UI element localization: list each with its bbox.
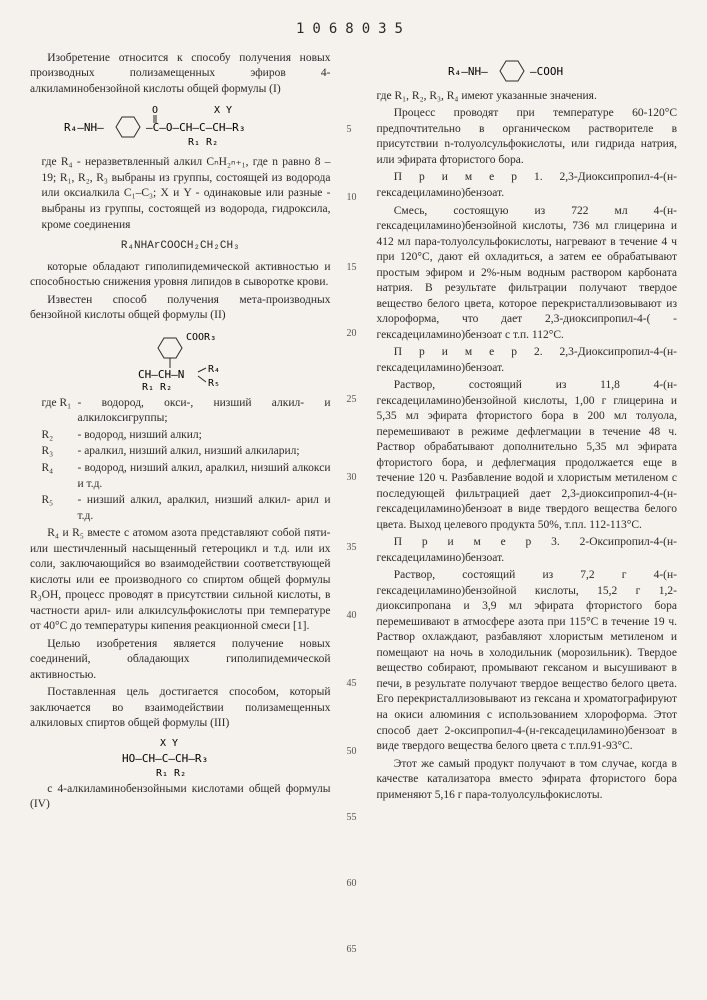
svg-text:R₄–NH–: R₄–NH– bbox=[64, 121, 104, 134]
line-number: 65 bbox=[347, 943, 357, 957]
def-val: - водород, низший алкил, аралкил, низший… bbox=[78, 461, 331, 492]
def-row: R₄- водород, низший алкил, аралкил, низш… bbox=[42, 461, 331, 492]
formula-3-structure: X Y HO–CH–C–CH–R₃ R₁ R₂ bbox=[100, 736, 260, 778]
svg-text:COOR₃: COOR₃ bbox=[186, 332, 216, 343]
paragraph-4: R₄ и R₅ вместе с атомом азота представля… bbox=[30, 526, 331, 635]
svg-text:R₅: R₅ bbox=[208, 378, 220, 389]
line-number: 15 bbox=[347, 261, 357, 275]
svg-text:O: O bbox=[152, 105, 158, 116]
def-key: R₃ bbox=[42, 444, 78, 460]
line-number: 5 bbox=[347, 123, 352, 137]
line-number: 45 bbox=[347, 677, 357, 691]
example-3-addendum: Этот же самый продукт получают в том слу… bbox=[377, 757, 678, 804]
svg-text:–COOH: –COOH bbox=[530, 65, 563, 78]
formula-1-structure: R₄–NH– –C–O–CH–C–CH–R₃ O X Y R₁ R₂ bbox=[60, 101, 300, 151]
def-key: R₂ bbox=[42, 428, 78, 444]
line-number: 10 bbox=[347, 191, 357, 205]
inline-formula: R₄NHArCOOCH₂CH₂CH₃ bbox=[30, 239, 331, 254]
example-3-body: Раствор, состоящий из 7,2 г 4-(н-гексаде… bbox=[377, 568, 678, 754]
intro-paragraph: Изобретение относится к способу получени… bbox=[30, 51, 331, 98]
svg-text:R₄: R₄ bbox=[208, 364, 220, 375]
line-number: 30 bbox=[347, 471, 357, 485]
def-row: R₃- аралкил, низший алкил, низший алкила… bbox=[42, 444, 331, 460]
right-para-1: Процесс проводят при температуре 60-120°… bbox=[377, 106, 678, 168]
line-number: 25 bbox=[347, 393, 357, 407]
line-number: 35 bbox=[347, 541, 357, 555]
line-number: 40 bbox=[347, 609, 357, 623]
right-column: R₄–NH– –COOH где R₁, R₂, R₃, R₄ имеют ук… bbox=[377, 51, 678, 815]
def-row: R₂- водород, низший алкил; bbox=[42, 428, 331, 444]
svg-text:R₁ R₂: R₁ R₂ bbox=[156, 768, 186, 778]
def-val: - водород, окси-, низший алкил- и алкило… bbox=[78, 396, 331, 427]
paragraph-5: Целью изобретения является получение нов… bbox=[30, 637, 331, 684]
svg-text:R₄–NH–: R₄–NH– bbox=[448, 65, 488, 78]
line-number: 55 bbox=[347, 811, 357, 825]
line-number-gutter: 5 10 15 20 25 30 35 40 45 50 55 60 65 bbox=[347, 51, 361, 815]
def-key: R₄ bbox=[42, 461, 78, 492]
paragraph-7: с 4-алкиламинобензойными кислотами общей… bbox=[30, 782, 331, 813]
def-key: R₅ bbox=[42, 493, 78, 524]
svg-text:HO–CH–C–CH–R₃: HO–CH–C–CH–R₃ bbox=[122, 752, 208, 765]
svg-text:R₁ R₂: R₁ R₂ bbox=[142, 382, 172, 392]
def-key: где R₁ bbox=[42, 396, 78, 427]
two-column-layout: Изобретение относится к способу получени… bbox=[30, 51, 677, 815]
svg-text:CH–CH–N: CH–CH–N bbox=[138, 368, 184, 381]
example-1-body: Смесь, состоящую из 722 мл 4-(н-гексадец… bbox=[377, 204, 678, 344]
example-3-title: П р и м е р 3. 2-Оксипропил-4-(н-гексаде… bbox=[377, 535, 678, 566]
def-val: - аралкил, низший алкил, низший алкилари… bbox=[78, 444, 331, 460]
svg-text:X Y: X Y bbox=[214, 105, 232, 116]
formula-4-structure: R₄–NH– –COOH bbox=[442, 55, 612, 85]
example-2-title: П р и м е р 2. 2,3-Диоксипропил-4-(н-гек… bbox=[377, 345, 678, 376]
def-val: - водород, низший алкил; bbox=[78, 428, 331, 444]
left-column: Изобретение относится к способу получени… bbox=[30, 51, 331, 815]
where-clause-4: где R₁, R₂, R₃, R₄ имеют указанные значе… bbox=[377, 89, 678, 105]
formula-2-structure: COOR₃ CH–CH–N R₁ R₂ R₄ R₅ bbox=[80, 328, 280, 392]
def-row: где R₁- водород, окси-, низший алкил- и … bbox=[42, 396, 331, 427]
example-1-title: П р и м е р 1. 2,3-Диоксипропил-4-(н-гек… bbox=[377, 170, 678, 201]
paragraph-6: Поставленная цель достигается способом, … bbox=[30, 685, 331, 732]
where-clause-1: где R₄ - неразветвленный алкил CₙH₂ₙ₊₁, … bbox=[30, 155, 331, 233]
example-2-body: Раствор, состоящий из 11,8 4-(н-гексадец… bbox=[377, 378, 678, 533]
line-number: 60 bbox=[347, 877, 357, 891]
svg-text:X Y: X Y bbox=[160, 738, 178, 749]
doc-number: 1068035 bbox=[30, 20, 677, 39]
line-number: 20 bbox=[347, 327, 357, 341]
paragraph-3: Известен способ получения мета-производн… bbox=[30, 293, 331, 324]
def-row: R₅- низший алкил, аралкил, низший алкил-… bbox=[42, 493, 331, 524]
line-number: 50 bbox=[347, 745, 357, 759]
paragraph-2: которые обладают гиполипидемической акти… bbox=[30, 260, 331, 291]
svg-text:–C–O–CH–C–CH–R₃: –C–O–CH–C–CH–R₃ bbox=[146, 121, 245, 134]
definitions-list: где R₁- водород, окси-, низший алкил- и … bbox=[42, 396, 331, 524]
svg-text:R₁ R₂: R₁ R₂ bbox=[188, 137, 218, 148]
def-val: - низший алкил, аралкил, низший алкил- а… bbox=[78, 493, 331, 524]
